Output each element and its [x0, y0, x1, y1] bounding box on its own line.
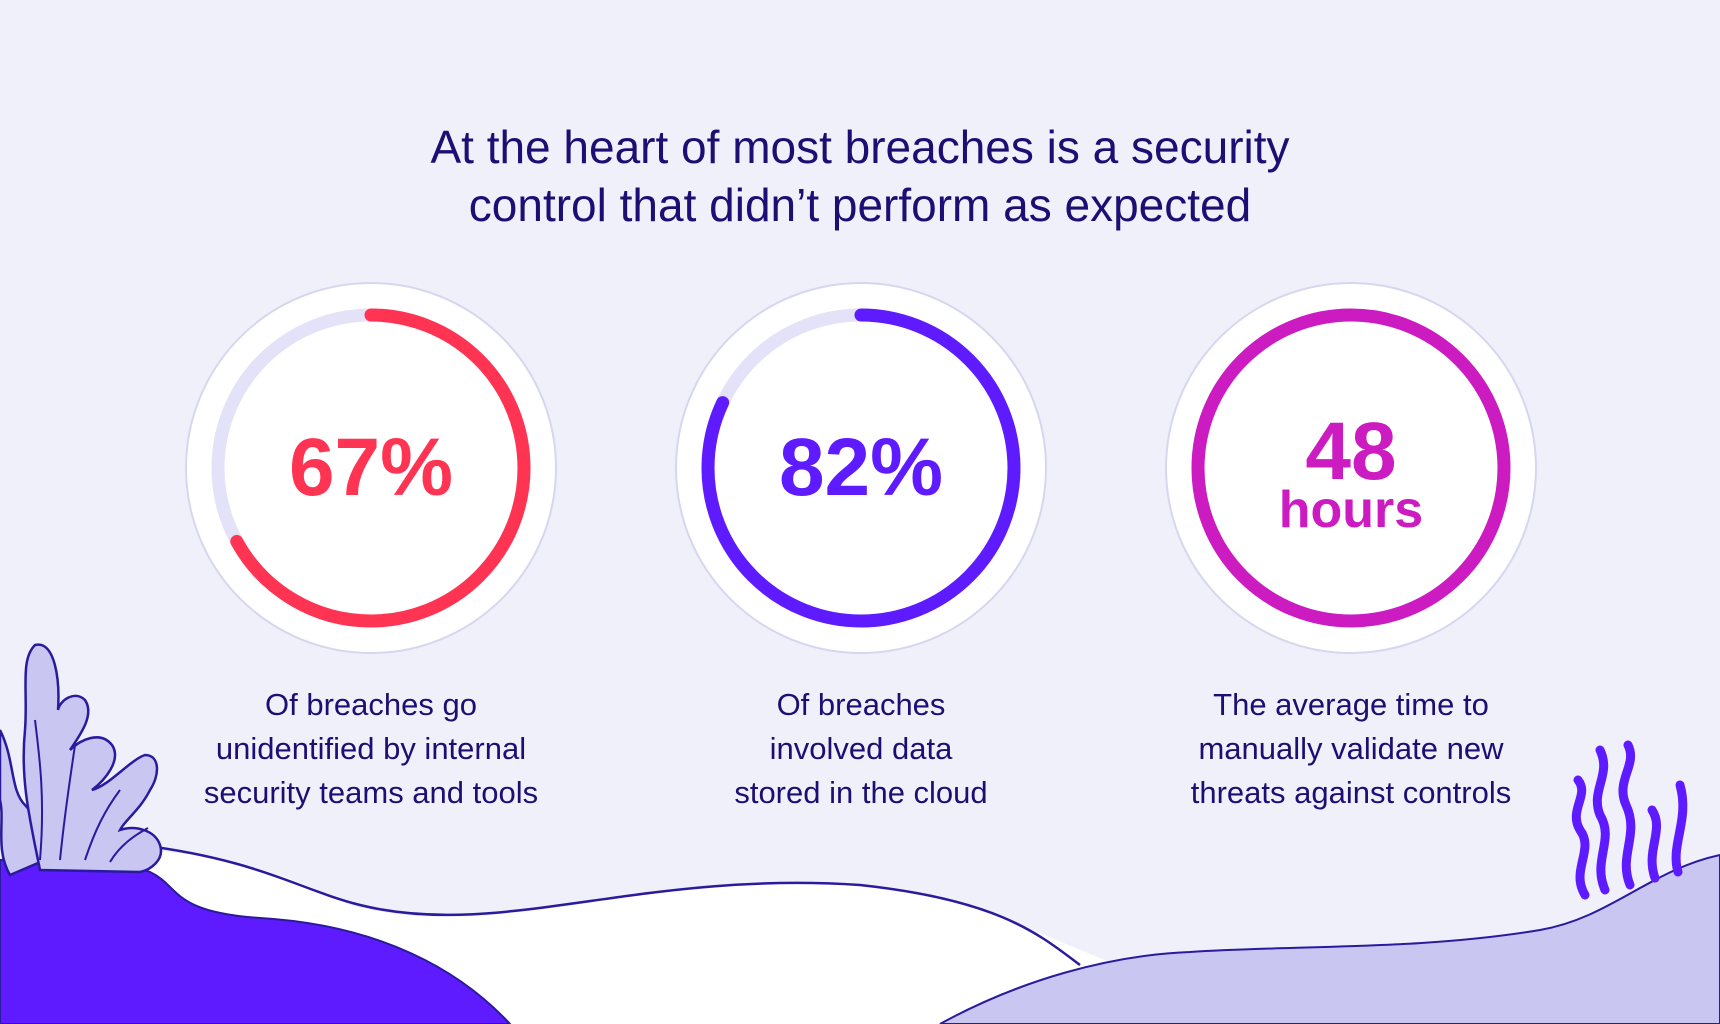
hill-light-right [939, 853, 1720, 1024]
caption-line: Of breaches [776, 687, 946, 722]
page-title: At the heart of most breaches is a secur… [0, 118, 1720, 234]
stat-value-3: 48 [1305, 406, 1397, 497]
stat-caption-1: Of breaches go unidentified by internal … [151, 683, 591, 815]
caption-line: The average time to [1213, 687, 1489, 722]
stat-dial-1 [185, 282, 557, 654]
stat-dial-3 [1165, 282, 1537, 654]
stat-value-1: 67% [288, 422, 454, 513]
coral-plant-left [0, 643, 163, 877]
caption-line: Of breaches go [265, 687, 477, 722]
title-line-1: At the heart of most breaches is a secur… [430, 121, 1290, 173]
wave-line [139, 843, 1081, 966]
caption-line: threats against controls [1190, 775, 1512, 810]
caption-line: security teams and tools [203, 775, 539, 810]
stat-caption-2: Of breaches involved data stored in the … [641, 683, 1081, 815]
stat-caption-3: The average time to manually validate ne… [1131, 683, 1571, 815]
dial-progress-arc [211, 308, 531, 628]
caption-line: stored in the cloud [734, 775, 988, 810]
caption-line: unidentified by internal [215, 731, 527, 766]
stat-dial-2 [675, 282, 1047, 654]
dial-progress-arc [1191, 308, 1511, 628]
dial-progress-arc [701, 308, 1021, 628]
caption-line: involved data [769, 731, 953, 766]
seaweed-right [1571, 740, 1688, 900]
stat-value-2: 82% [778, 422, 944, 513]
title-line-2: control that didn’t perform as expected [468, 179, 1252, 231]
stat-unit-3: hours [1278, 481, 1424, 539]
caption-line: manually validate new [1198, 731, 1504, 766]
